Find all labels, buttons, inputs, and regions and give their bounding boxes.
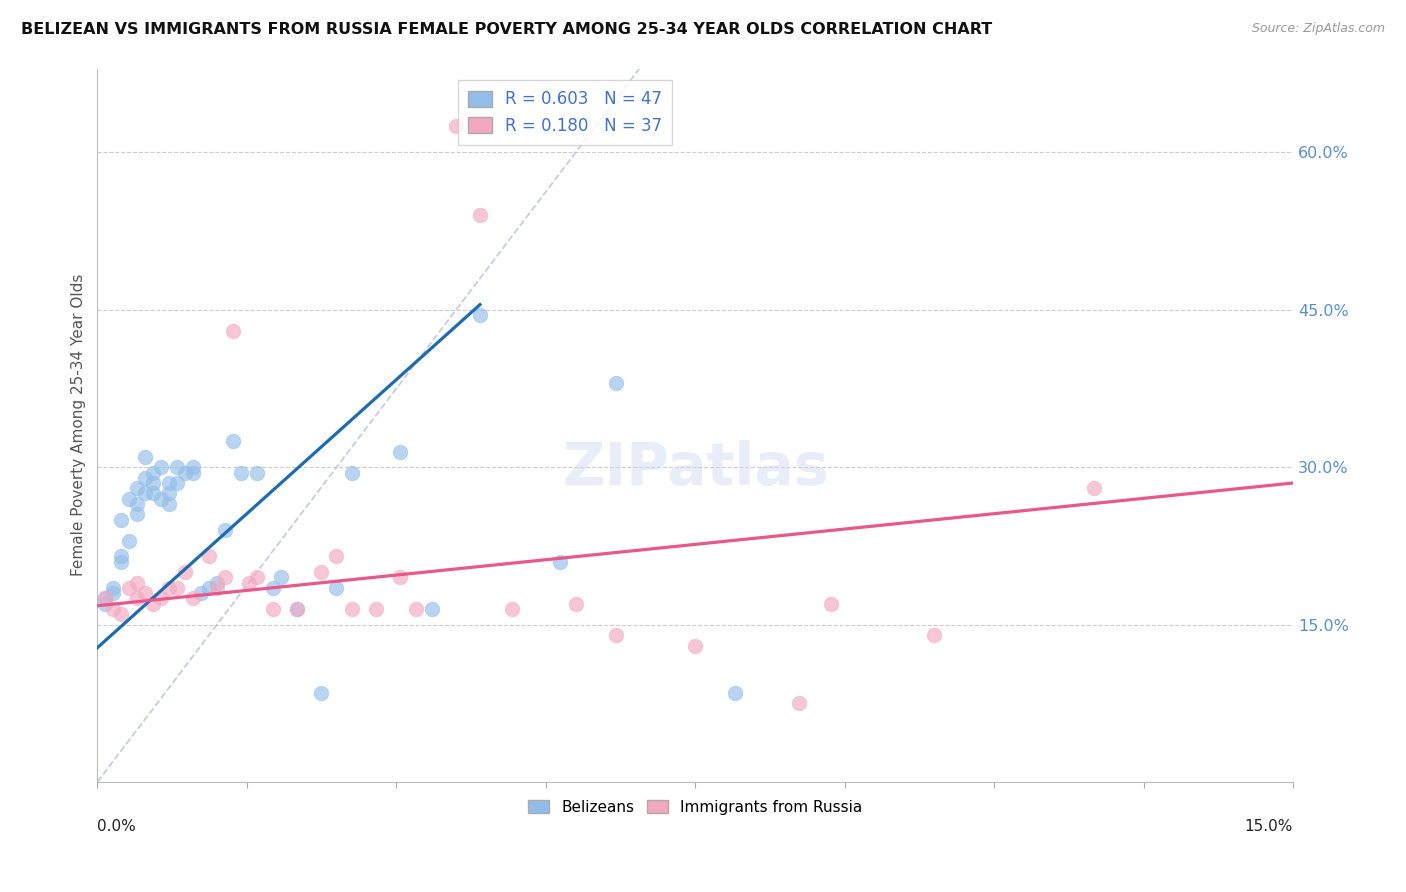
Legend: Belizeans, Immigrants from Russia: Belizeans, Immigrants from Russia [522,794,869,821]
Point [174,466,197,480]
Point [103,586,125,600]
Point [605,376,627,391]
Y-axis label: Female Poverty Among 25-34 Year Olds: Female Poverty Among 25-34 Year Olds [72,274,86,576]
Text: 0.0%: 0.0% [97,819,136,834]
Point [134,450,156,464]
Point [142,466,165,480]
Point [118,581,141,595]
Point [820,597,842,611]
Point [564,597,586,611]
Point [214,570,236,584]
Point [724,686,747,700]
Point [166,581,188,595]
Point [103,581,125,595]
Point [325,549,347,564]
Point [924,628,946,642]
Point [150,591,173,606]
Point [214,523,236,537]
Point [262,602,284,616]
Point [683,639,706,653]
Point [444,120,467,134]
Point [127,591,149,606]
Point [110,513,132,527]
Point [157,581,180,595]
Point [190,586,212,600]
Point [605,628,627,642]
Point [205,575,228,590]
Point [157,486,180,500]
Point [142,475,165,490]
Point [127,575,149,590]
Point [420,602,443,616]
Point [309,565,332,579]
Point [181,466,204,480]
Point [222,324,245,338]
Point [94,591,117,606]
Point [134,586,156,600]
Text: ZIPatlas: ZIPatlas [562,440,828,497]
Point [110,555,132,569]
Point [342,602,364,616]
Point [174,565,197,579]
Point [285,602,308,616]
Point [127,497,149,511]
Point [405,602,427,616]
Point [246,466,269,480]
Point [127,508,149,522]
Point [110,607,132,622]
Point [166,460,188,475]
Point [198,581,221,595]
Point [94,597,117,611]
Point [134,471,156,485]
Point [222,434,245,448]
Text: Source: ZipAtlas.com: Source: ZipAtlas.com [1251,22,1385,36]
Point [94,591,117,606]
Point [157,497,180,511]
Point [110,549,132,564]
Point [127,481,149,495]
Point [142,597,165,611]
Point [787,697,810,711]
Point [501,602,523,616]
Point [181,460,204,475]
Point [246,570,269,584]
Point [150,460,173,475]
Point [325,581,347,595]
Point [229,466,252,480]
Point [309,686,332,700]
Text: BELIZEAN VS IMMIGRANTS FROM RUSSIA FEMALE POVERTY AMONG 25-34 YEAR OLDS CORRELAT: BELIZEAN VS IMMIGRANTS FROM RUSSIA FEMAL… [21,22,993,37]
Point [342,466,364,480]
Point [548,555,571,569]
Point [262,581,284,595]
Point [142,486,165,500]
Point [238,575,260,590]
Point [118,533,141,548]
Point [366,602,388,616]
Point [285,602,308,616]
Point [468,209,491,223]
Point [134,486,156,500]
Point [166,475,188,490]
Point [181,591,204,606]
Point [1083,481,1105,495]
Point [389,444,412,458]
Point [198,549,221,564]
Point [270,570,292,584]
Point [205,581,228,595]
Point [118,491,141,506]
Point [103,602,125,616]
Point [468,308,491,322]
Point [157,475,180,490]
Point [150,491,173,506]
Text: 15.0%: 15.0% [1244,819,1294,834]
Point [389,570,412,584]
